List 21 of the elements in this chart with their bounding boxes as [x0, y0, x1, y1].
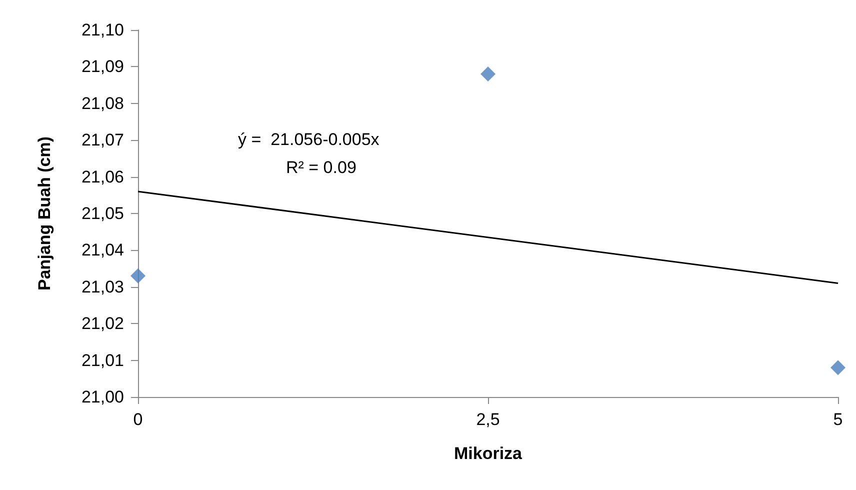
y-tick-label: 21,10: [81, 20, 124, 40]
point: [480, 66, 496, 82]
y-tick-label: 21,07: [81, 130, 124, 150]
y-tick-label: 21,00: [81, 388, 124, 406]
y-tick-label: 21,01: [81, 350, 124, 370]
y-tick-label: 21,03: [81, 277, 124, 296]
y-tick-label: 21,05: [81, 204, 124, 223]
y-tick-label: 21,08: [81, 94, 124, 113]
x-tick-label: 2,5: [476, 410, 500, 429]
x-tick-label: 5: [833, 410, 843, 429]
y-tick-label: 21,06: [81, 167, 124, 186]
y-tick-label: 21,02: [81, 314, 124, 334]
x-tick-label: 0: [133, 410, 143, 429]
y-axis-title: Panjang Buah (cm): [35, 136, 54, 290]
annotation: ý = 21.056-0.005x: [238, 130, 380, 149]
y-tick-label: 21,04: [81, 240, 124, 260]
point: [130, 268, 146, 284]
point: [830, 360, 846, 376]
y-tick-label: 21,09: [81, 57, 124, 76]
annotation: R² = 0.09: [286, 158, 356, 177]
x-axis-title: Mikoriza: [454, 444, 523, 463]
